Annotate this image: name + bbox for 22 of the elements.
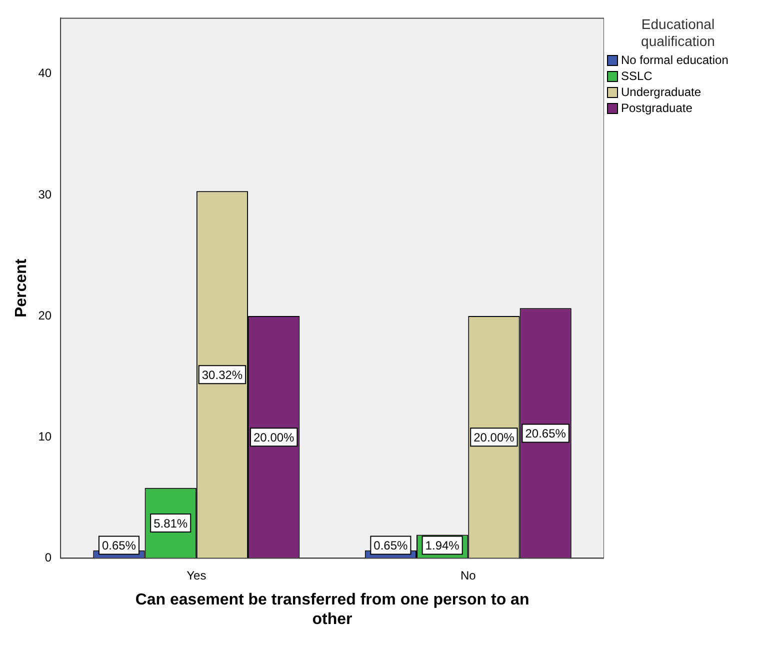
y-tick-label: 40 bbox=[38, 66, 52, 80]
y-tick-label: 20 bbox=[38, 308, 52, 322]
data-label: 30.32% bbox=[202, 368, 243, 382]
data-label: 1.94% bbox=[425, 538, 460, 553]
data-label: 0.65% bbox=[102, 538, 136, 553]
data-label: 20.00% bbox=[474, 430, 515, 444]
legend-title: Educational qualification bbox=[640, 16, 716, 50]
legend-label: Postgraduate bbox=[621, 100, 692, 116]
data-label: 5.81% bbox=[154, 516, 188, 530]
data-label: 0.65% bbox=[374, 538, 408, 553]
y-tick-label: 30 bbox=[38, 187, 52, 202]
legend-label: SSLC bbox=[621, 68, 652, 84]
x-tick-label: No bbox=[460, 568, 476, 583]
x-tick-label: Yes bbox=[186, 568, 206, 583]
data-label: 20.65% bbox=[525, 426, 566, 440]
y-tick-label: 0 bbox=[44, 550, 52, 565]
x-axis-title: Can easement be transferred from one person to an other bbox=[135, 592, 530, 628]
legend-label: Undergraduate bbox=[621, 84, 702, 100]
y-tick-label: 10 bbox=[38, 429, 52, 444]
legend-label: No formal education bbox=[621, 52, 728, 68]
data-label: 20.00% bbox=[254, 430, 295, 444]
y-axis-title: Percent bbox=[13, 258, 30, 318]
